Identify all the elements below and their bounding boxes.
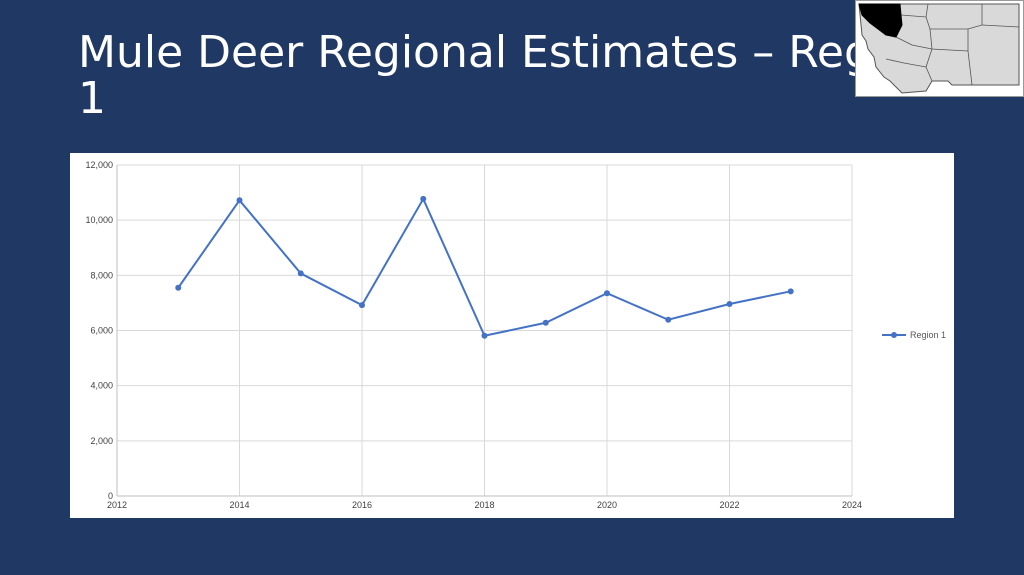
y-tick-label: 12,000	[85, 160, 113, 170]
data-point	[604, 290, 610, 297]
grid-lines	[116, 164, 853, 497]
data-point	[787, 288, 794, 295]
data-point	[726, 301, 733, 308]
data-point	[297, 270, 304, 277]
data-point	[236, 197, 243, 204]
data-point	[359, 302, 365, 309]
region-map	[855, 0, 1024, 97]
data-point	[665, 316, 672, 323]
legend: Region 1	[882, 330, 946, 340]
montana-regions-map-icon	[858, 3, 1020, 94]
data-point	[420, 195, 427, 202]
x-tick-label: 2018	[474, 500, 494, 510]
y-tick-label: 10,000	[85, 215, 113, 225]
y-tick-label: 2,000	[90, 436, 113, 446]
x-tick-label: 2012	[107, 500, 127, 510]
chart-container: 0 2,000 4,000 6,000 8,000 10,000 12,000 2012 201…	[70, 153, 954, 518]
legend-marker	[891, 332, 897, 338]
x-tick-label: 2024	[842, 500, 862, 510]
x-tick-label: 2020	[597, 500, 617, 510]
y-tick-label: 8,000	[90, 270, 113, 280]
y-tick-label: 6,000	[90, 326, 113, 336]
x-tick-label: 2014	[229, 500, 249, 510]
x-tick-label: 2022	[719, 500, 739, 510]
axes: 0 2,000 4,000 6,000 8,000 10,000 12,000 2012 201…	[85, 160, 862, 510]
series	[175, 195, 794, 339]
data-point	[481, 332, 488, 339]
region-boundary	[895, 36, 933, 50]
region-boundary	[885, 58, 927, 68]
y-tick-label: 0	[108, 491, 113, 501]
legend-label: Region 1	[910, 330, 946, 340]
region-boundary	[981, 24, 1020, 28]
x-tick-label: 2016	[352, 500, 372, 510]
region-boundary	[967, 50, 973, 86]
y-tick-label: 4,000	[90, 381, 113, 391]
line-chart: 0 2,000 4,000 6,000 8,000 10,000 12,000 2012 201…	[85, 160, 946, 510]
region-1-highlight	[858, 3, 903, 38]
region-boundary	[925, 16, 969, 51]
data-point	[175, 284, 182, 291]
slide-title: Mule Deer Regional Estimates – Region 1	[78, 27, 939, 124]
data-point	[542, 319, 549, 326]
